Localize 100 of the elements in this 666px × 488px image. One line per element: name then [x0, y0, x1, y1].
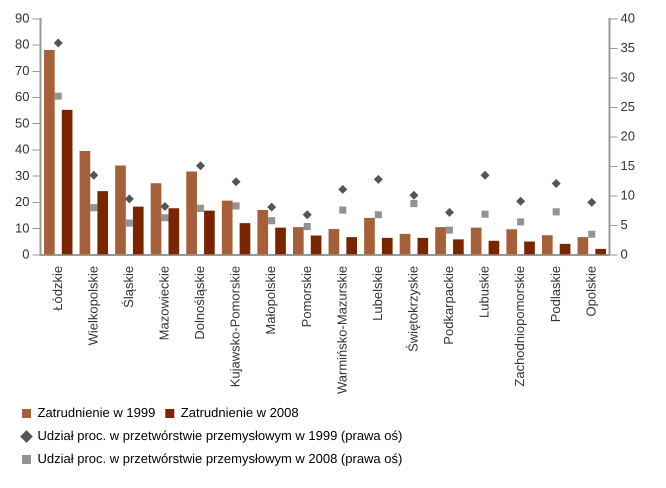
bar — [80, 151, 90, 254]
y-tick-label: 30 — [14, 168, 30, 183]
y-tick-label: 70 — [14, 62, 30, 78]
point — [552, 208, 560, 216]
y-tick-label: 50 — [14, 115, 30, 130]
y2-tick-label: 15 — [620, 158, 636, 173]
bar — [542, 235, 553, 254]
y-tick-label: 0 — [22, 246, 30, 262]
legend-label: Udział proc. w przetwórstwie przemysłowym w 1999 (prawa oś) — [38, 428, 402, 444]
x-tick-label: Pomorskie — [298, 266, 314, 328]
x-tick-label: Warmińsko-Mazurskie — [334, 266, 350, 394]
bar — [222, 200, 233, 254]
x-tick-label: Podlaskie — [548, 266, 563, 322]
bar — [257, 210, 268, 254]
point — [161, 214, 168, 222]
bar — [488, 240, 500, 254]
bar — [470, 228, 482, 254]
x-tick-label: Mazowieckie — [156, 266, 172, 340]
x-tick-label: Zachodniopomorskie — [512, 266, 528, 387]
point — [409, 190, 418, 200]
point — [587, 198, 596, 207]
bar — [346, 237, 358, 254]
y-tick-label: 20 — [14, 194, 30, 210]
y-tick-label: 10 — [14, 220, 30, 236]
point — [124, 194, 134, 204]
bar — [292, 227, 304, 254]
bar — [578, 237, 588, 254]
bar — [115, 165, 126, 254]
bar — [44, 50, 55, 254]
bar — [400, 234, 410, 254]
x-tick-label: Śląskie — [120, 266, 136, 308]
point — [232, 177, 241, 186]
point — [339, 206, 346, 214]
bar — [524, 242, 535, 254]
x-tick-label: Podkarpackie — [441, 266, 456, 345]
y2-tick-label: 10 — [620, 187, 636, 202]
bar — [150, 183, 162, 254]
y2-tick-label: 5 — [620, 216, 628, 232]
y-tick-label: 90 — [14, 10, 30, 26]
point — [89, 170, 98, 180]
legend-label: Udział proc. w przetwórstwie przemysłowym w 2008 (prawa oś) — [38, 451, 402, 466]
point — [126, 220, 133, 227]
bar — [417, 238, 428, 254]
point — [374, 211, 382, 218]
y-tick-label: 40 — [14, 142, 30, 157]
x-tick-label: Wielkopolskie — [85, 266, 100, 346]
point — [90, 204, 98, 212]
x-tick-label: Lubuskie — [476, 266, 492, 318]
bar — [132, 206, 144, 254]
bar — [560, 244, 570, 254]
bar — [186, 171, 197, 254]
y2-tick-label: 30 — [620, 69, 636, 84]
point — [444, 208, 454, 217]
bar — [453, 239, 464, 254]
bar — [275, 228, 286, 254]
x-tick-label: Małopolskie — [263, 266, 278, 335]
x-tick-label: Świętokrzyskie — [405, 266, 420, 352]
bar — [62, 110, 72, 254]
point — [267, 202, 276, 212]
point — [196, 161, 206, 170]
x-tick-label: Kujawsko-Pomorskie — [228, 266, 243, 388]
point — [302, 210, 312, 220]
bar — [364, 218, 375, 254]
point — [54, 92, 62, 100]
bar — [328, 228, 340, 254]
bar — [382, 238, 393, 254]
point — [410, 200, 418, 208]
bar — [168, 208, 180, 254]
point — [268, 217, 276, 224]
bar — [97, 191, 108, 254]
x-tick-label: Dolnośląskie — [192, 266, 208, 340]
point — [374, 174, 383, 184]
bar — [240, 223, 250, 254]
legend-label: Zatrudnienie w 1999 — [38, 405, 156, 420]
point — [338, 184, 348, 194]
point — [196, 204, 204, 212]
y2-tick-label: 25 — [620, 98, 636, 114]
point — [588, 230, 596, 238]
bar — [435, 227, 446, 254]
bar — [595, 248, 606, 254]
x-tick-label: Opolskie — [583, 266, 598, 316]
x-tick-label: Lubelskie — [370, 266, 385, 321]
y-tick-label: 80 — [14, 36, 30, 52]
y2-tick-label: 0 — [620, 246, 628, 262]
y2-tick-label: 35 — [620, 40, 636, 55]
point — [517, 218, 524, 226]
point — [232, 202, 240, 210]
point — [446, 226, 454, 234]
point — [160, 202, 170, 212]
y2-tick-label: 20 — [620, 128, 636, 144]
point — [482, 210, 489, 218]
point — [552, 178, 561, 188]
y2-tick-label: 40 — [620, 10, 636, 26]
point — [304, 223, 311, 230]
y-tick-label: 60 — [14, 89, 30, 104]
point — [480, 170, 490, 180]
bar — [310, 235, 322, 254]
point — [516, 196, 526, 206]
legend-label: Zatrudnienie w 2008 — [180, 405, 299, 420]
point — [54, 38, 63, 48]
